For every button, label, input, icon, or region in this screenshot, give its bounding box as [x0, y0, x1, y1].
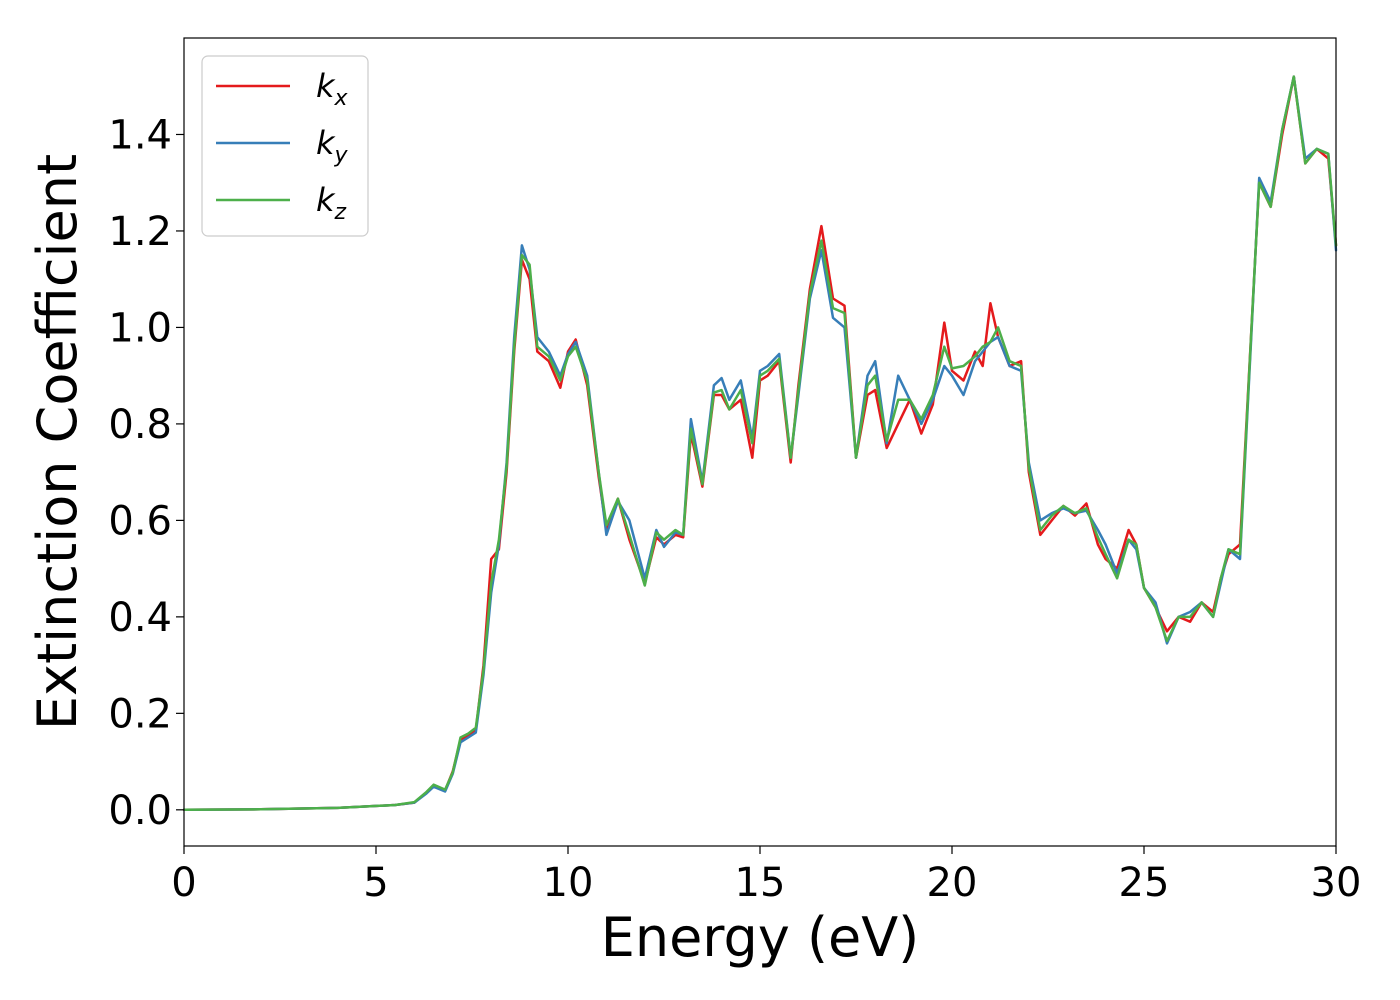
- y-tick-label: 1.0: [108, 305, 172, 351]
- y-axis: 0.0 0.2 0.4 0.6 0.8 1.0 1.2 1.4: [108, 112, 184, 834]
- x-tick-label: 30: [1311, 860, 1362, 906]
- y-tick-label: 0.0: [108, 788, 172, 834]
- y-axis-label: Extinction Coefficient: [26, 154, 89, 730]
- series-group: [182, 75, 1338, 812]
- series-line-kz: [182, 75, 1338, 812]
- plot-background: [184, 38, 1336, 846]
- x-axis: 0 5 10 15 20 25 30: [171, 846, 1361, 906]
- x-tick-label: 25: [1119, 860, 1170, 906]
- y-tick-label: 0.2: [108, 691, 172, 737]
- x-axis-label: Energy (eV): [601, 906, 920, 969]
- y-tick-label: 1.2: [108, 209, 172, 255]
- legend-box: [201, 55, 369, 237]
- x-tick-label: 5: [363, 860, 388, 906]
- x-tick-label: 10: [543, 860, 594, 906]
- y-tick-label: 0.8: [108, 402, 172, 448]
- y-tick-label: 1.4: [108, 112, 172, 158]
- legend-label-ky: ky: [316, 124, 349, 168]
- x-tick-label: 15: [735, 860, 786, 906]
- x-tick-label: 20: [927, 860, 978, 906]
- x-tick-label: 0: [171, 860, 196, 906]
- y-tick-label: 0.4: [108, 595, 172, 641]
- y-tick-label: 0.6: [108, 498, 172, 544]
